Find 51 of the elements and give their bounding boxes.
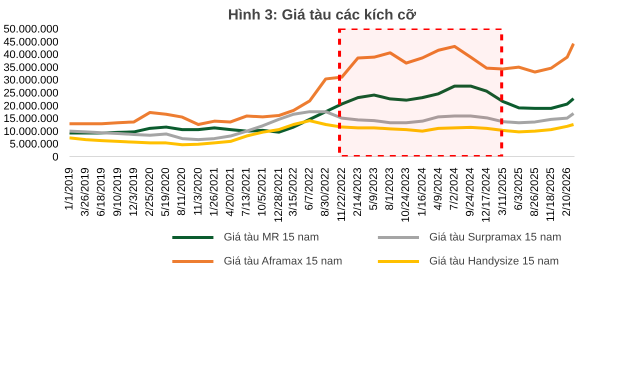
line-series (70, 110, 574, 142)
x-tick-label: 3/11/2025 (496, 167, 509, 216)
y-tick-label: 0 (52, 152, 59, 164)
x-tick-label: 3/15/2022 (288, 168, 300, 216)
x-tick-label: 8/1/2023 (384, 167, 396, 210)
x-tick-label: 1/16/2024 (416, 168, 428, 216)
x-tick-label: 8/11/2020 (176, 167, 188, 216)
x-tick-label: 6/7/2022 (304, 167, 316, 210)
y-tick-label: 25.000.000 (3, 88, 59, 100)
line-series (70, 42, 574, 126)
y-tick-label: 15.000.000 (3, 113, 59, 126)
x-tick-label: 7/13/2021 (240, 168, 253, 216)
x-tick-label: 5/19/2020 (160, 168, 172, 216)
x-tick-label: 7/2/2024 (448, 167, 461, 210)
y-tick-label: 30.000.000 (3, 74, 59, 87)
x-tick-label: 5/9/2023 (368, 167, 380, 210)
y-tick-label: 10.000.000 (3, 126, 59, 138)
x-tick-label: 2/14/2023 (352, 168, 364, 216)
x-tick-label: 10/24/2023 (400, 167, 412, 223)
x-tick-label: 4/20/2021 (224, 168, 236, 216)
line-series (70, 119, 574, 146)
x-tick-label: 11/3/2020 (192, 167, 204, 216)
y-tick-label: 20.000.000 (3, 100, 59, 112)
y-tick-label: 50.000.000 (3, 24, 59, 36)
x-tick-label: 1/1/2019 (64, 167, 76, 210)
chart-title: Hình 3: Giá tàu các kích cỡ (228, 8, 417, 24)
x-tick-label: 11/22/2022 (336, 167, 348, 222)
x-tick-label: 8/30/2022 (320, 168, 332, 216)
x-tick-label: 8/26/2025 (529, 168, 542, 216)
x-tick-label: 10/5/2021 (256, 168, 269, 216)
x-tick-label: 11/18/2025 (545, 167, 558, 222)
x-tick-label: 12/3/2019 (128, 168, 140, 216)
y-tick-label: 5.000.000 (10, 138, 58, 151)
x-tick-label: 9/10/2019 (112, 168, 124, 216)
x-tick-label: 9/24/2024 (464, 168, 477, 216)
x-tick-label: 12/28/2021 (272, 167, 285, 223)
x-tick-label: 4/9/2024 (432, 167, 444, 210)
y-tick-label: 40.000.000 (3, 49, 59, 62)
x-tick-label: 1/26/2021 (208, 168, 220, 216)
x-tick-label: 12/17/2024 (480, 167, 493, 223)
x-tick-label: 3/26/2019 (80, 168, 92, 216)
legend-label: Giá tàu Surpramax 15 nam (429, 232, 562, 244)
x-tick-label: 6/18/2019 (96, 168, 108, 216)
x-tick-label: 6/3/2025 (512, 167, 525, 210)
x-tick-label: 2/10/2026 (561, 168, 574, 216)
y-tick-label: 45.000.000 (3, 36, 59, 48)
legend-label: Giá tàu Handysize 15 nam (429, 256, 559, 268)
y-tick-label: 35.000.000 (3, 62, 59, 74)
legend-label: Giá tàu Aframax 15 nam (224, 256, 342, 268)
x-tick-label: 2/25/2020 (144, 168, 156, 216)
legend-label: Giá tàu MR 15 nam (224, 232, 320, 244)
